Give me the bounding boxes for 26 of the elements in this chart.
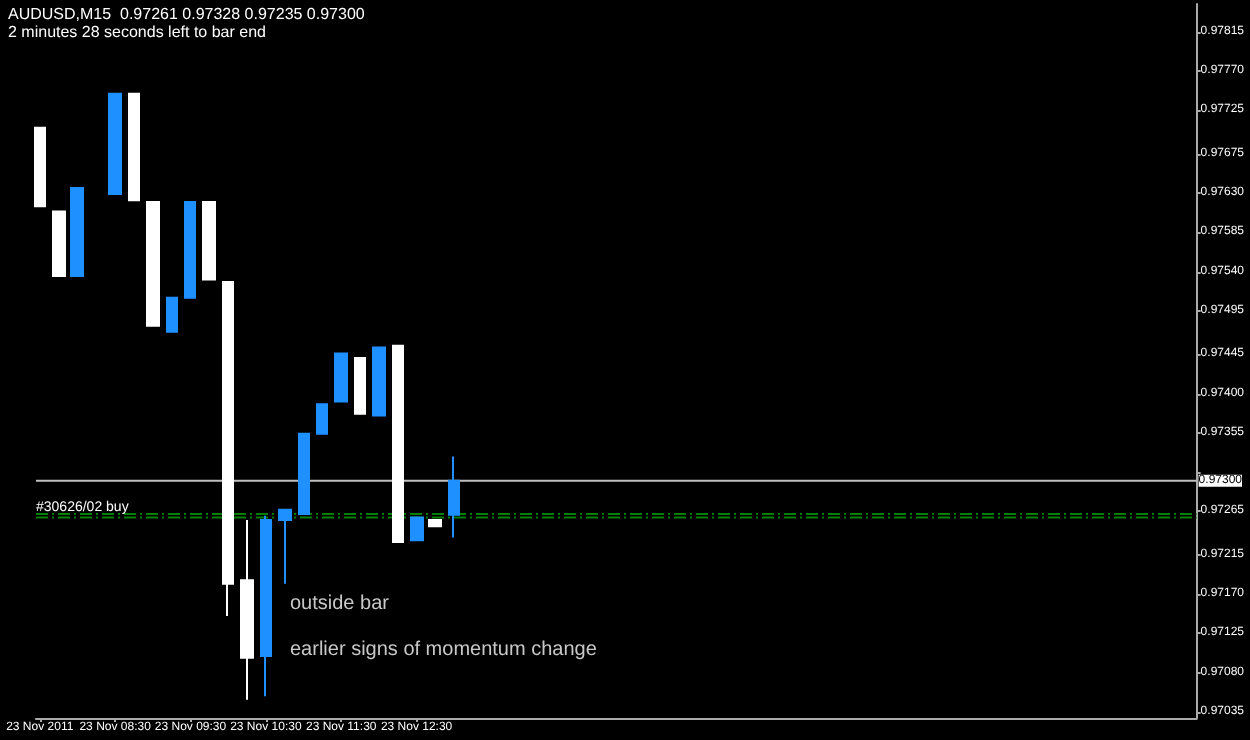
annotation: earlier signs of momentum change — [290, 639, 598, 661]
candlestick — [128, 92, 140, 202]
candlestick — [52, 210, 66, 277]
annotation: outside bar — [290, 593, 391, 615]
candlestick — [202, 200, 216, 281]
candlestick — [278, 508, 292, 585]
candlestick — [316, 403, 328, 435]
candlestick — [70, 186, 84, 277]
candlestick — [260, 514, 272, 698]
candlestick — [448, 455, 460, 539]
candlestick — [334, 352, 348, 403]
candlestick — [34, 126, 46, 208]
candlestick — [392, 344, 404, 543]
candlestick — [240, 519, 254, 701]
candlestick — [372, 346, 386, 417]
text: 2 minutes 28 seconds left to bar end — [8, 23, 266, 41]
chart-title: AUDUSD,M15 0.97261 0.97328 0.97235 0.97300 — [8, 5, 366, 23]
candlestick — [184, 200, 196, 299]
candlestick — [298, 432, 310, 515]
candlestick — [146, 200, 160, 327]
candlestick — [222, 281, 234, 617]
candlestick — [166, 296, 178, 333]
candlestick — [108, 92, 122, 196]
candlestick — [428, 519, 442, 528]
candlestick — [410, 516, 424, 542]
candlestick — [354, 356, 366, 415]
